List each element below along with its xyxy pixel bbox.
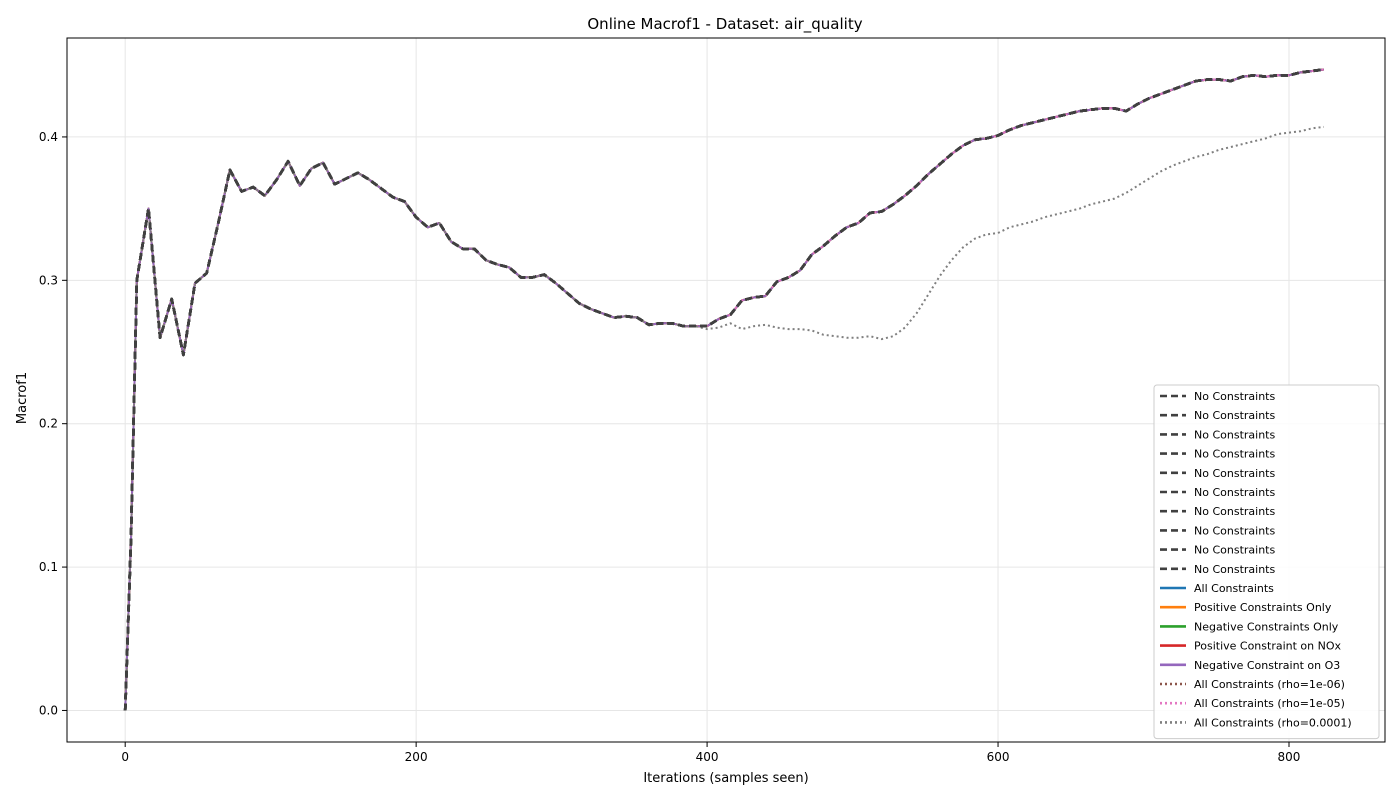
legend-label: No Constraints [1194, 448, 1275, 461]
legend-label: No Constraints [1194, 505, 1275, 518]
series-line-4 [123, 68, 1325, 711]
x-tick-label: 800 [1278, 750, 1301, 764]
legend-label: No Constraints [1194, 563, 1275, 576]
x-tick-label: 600 [987, 750, 1010, 764]
legend-label: All Constraints [1194, 582, 1274, 595]
legend-label: No Constraints [1194, 486, 1275, 499]
series-line-16 [124, 68, 1325, 711]
series-line-14 [124, 68, 1325, 711]
plot-frame [66, 37, 1386, 743]
y-tick-label: 0.2 [39, 417, 58, 431]
legend-label: No Constraints [1194, 409, 1275, 422]
series-line-1 [123, 68, 1325, 711]
series-line-5 [123, 68, 1325, 711]
series-line-7 [123, 68, 1325, 711]
x-tick-label: 0 [121, 750, 129, 764]
x-tick-label: 200 [405, 750, 428, 764]
series-line-6 [123, 68, 1325, 711]
axis-ticks: 0 200 400 600 800 0.0 0.1 0.2 0.3 0.4 [39, 130, 1301, 764]
y-tick-label: 0.0 [39, 703, 58, 717]
x-axis-label: Iterations (samples seen) [643, 771, 808, 786]
series-line-2 [123, 68, 1325, 711]
legend-label: No Constraints [1194, 524, 1275, 537]
legend-label: All Constraints (rho=1e-06) [1194, 678, 1345, 691]
series-line-13 [124, 68, 1325, 711]
y-tick-label: 0.4 [39, 130, 58, 144]
legend-label: No Constraints [1194, 390, 1275, 403]
y-tick-label: 0.1 [39, 560, 58, 574]
series-line-3 [123, 68, 1325, 711]
legend-label: Negative Constraint on O3 [1194, 659, 1340, 672]
series-line-11 [124, 68, 1325, 711]
x-tick-label: 400 [696, 750, 719, 764]
y-tick-label: 0.3 [39, 273, 58, 287]
legend-label: Positive Constraints Only [1194, 601, 1332, 614]
series-line-12 [124, 68, 1325, 711]
y-axis-label: Macrof1 [15, 372, 30, 424]
legend-label: Negative Constraints Only [1194, 620, 1339, 633]
series-line-17 [124, 125, 1325, 711]
series-line-9 [123, 68, 1325, 711]
legend-box [1153, 384, 1380, 740]
legend: No Constraints No Constraints No Constrain… [1153, 384, 1380, 740]
series-line-10 [124, 68, 1325, 711]
series-line-15 [124, 68, 1325, 711]
series-line-8 [123, 68, 1325, 711]
legend-label: No Constraints [1194, 467, 1275, 480]
legend-label: All Constraints (rho=0.0001) [1194, 716, 1352, 729]
legend-label: No Constraints [1194, 544, 1275, 557]
series-lines [123, 68, 1325, 711]
legend-label: All Constraints (rho=1e-05) [1194, 697, 1345, 710]
series-line-0 [123, 68, 1325, 711]
legend-label: No Constraints [1194, 428, 1275, 441]
chart-title: Online Macrof1 - Dataset: air_quality [587, 15, 862, 34]
legend-label: Positive Constraint on NOx [1194, 640, 1342, 653]
